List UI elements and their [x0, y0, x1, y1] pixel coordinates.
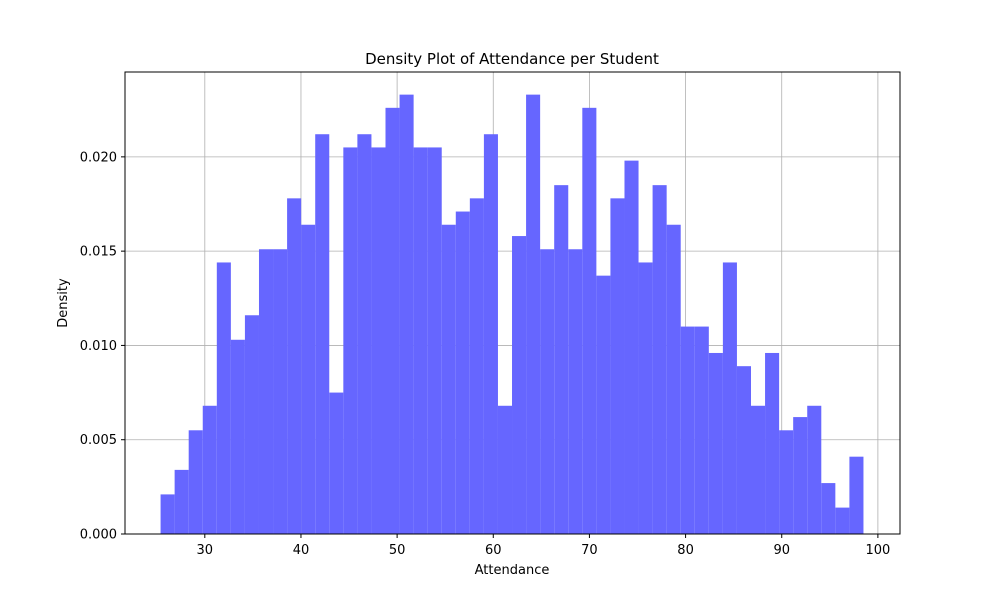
x-tick-label: 100 — [865, 543, 890, 558]
chart-title: Density Plot of Attendance per Student — [365, 50, 659, 68]
histogram-bar — [202, 405, 217, 534]
y-axis-ticks: 0.000 0.005 0.010 0.015 0.020 — [80, 150, 125, 543]
histogram-bar — [526, 94, 541, 534]
histogram-bar — [343, 147, 358, 534]
histogram-bar — [329, 392, 344, 534]
histogram-bar — [357, 134, 372, 534]
histogram-bar — [301, 224, 316, 534]
histogram-bar — [188, 430, 203, 534]
x-axis-label: Attendance — [475, 563, 550, 578]
histogram-bar — [582, 107, 597, 534]
histogram-bar — [287, 198, 302, 535]
x-tick-label: 40 — [293, 543, 310, 558]
histogram-bar — [680, 326, 695, 534]
histogram-bar — [441, 224, 456, 534]
histogram-bar — [455, 211, 470, 535]
y-tick-label: 0.005 — [80, 433, 117, 448]
histogram-bar — [483, 134, 498, 534]
histogram-bar — [371, 147, 386, 534]
histogram-bar — [596, 275, 611, 534]
histogram-bar — [413, 147, 428, 534]
histogram-bar — [160, 494, 175, 534]
histogram-bar — [540, 249, 555, 534]
histogram-bar — [652, 185, 667, 534]
histogram-bar — [666, 224, 681, 534]
histogram-bar — [315, 134, 330, 534]
histogram-bar — [793, 417, 808, 534]
histogram-bar — [399, 94, 414, 534]
histogram-bar — [765, 352, 780, 534]
y-axis-label: Density — [56, 278, 71, 328]
histogram-bar — [624, 160, 639, 534]
histogram-bar — [554, 185, 569, 534]
histogram-bar — [385, 107, 400, 534]
histogram-bar — [610, 198, 625, 535]
histogram-bar — [512, 236, 527, 535]
x-axis-ticks: 30 40 50 60 70 80 90 100 — [197, 534, 890, 558]
y-tick-label: 0.000 — [80, 528, 117, 543]
histogram-bar — [751, 405, 766, 534]
x-tick-label: 90 — [773, 543, 790, 558]
histogram-bar — [497, 405, 513, 534]
histogram-bar — [427, 147, 442, 534]
histogram-bar — [230, 339, 245, 534]
y-tick-label: 0.015 — [80, 245, 117, 260]
histogram-bar — [174, 469, 189, 534]
plot-frame — [124, 71, 901, 535]
y-tick-label: 0.020 — [80, 150, 117, 165]
x-tick-label: 80 — [677, 543, 694, 558]
histogram-bar — [244, 315, 259, 534]
x-tick-label: 50 — [389, 543, 406, 558]
histogram-bar — [273, 249, 288, 534]
histogram-bar — [694, 326, 709, 534]
histogram-bar — [469, 198, 484, 535]
histogram-bar — [568, 249, 583, 534]
histogram-bar — [216, 262, 231, 534]
histogram-bars — [160, 94, 864, 535]
x-tick-label: 60 — [485, 543, 502, 558]
histogram-bar — [779, 430, 794, 534]
histogram-bar — [849, 456, 864, 534]
y-tick-label: 0.010 — [80, 339, 117, 354]
histogram-bar — [708, 352, 723, 534]
histogram-bar — [807, 405, 822, 534]
histogram-bar — [258, 249, 274, 534]
histogram-bar — [835, 507, 850, 534]
x-tick-label: 30 — [197, 543, 214, 558]
histogram-bar — [722, 262, 737, 534]
histogram-bar — [638, 262, 653, 534]
histogram-bar — [736, 366, 751, 534]
x-tick-label: 70 — [581, 543, 598, 558]
histogram-bar — [821, 483, 836, 534]
